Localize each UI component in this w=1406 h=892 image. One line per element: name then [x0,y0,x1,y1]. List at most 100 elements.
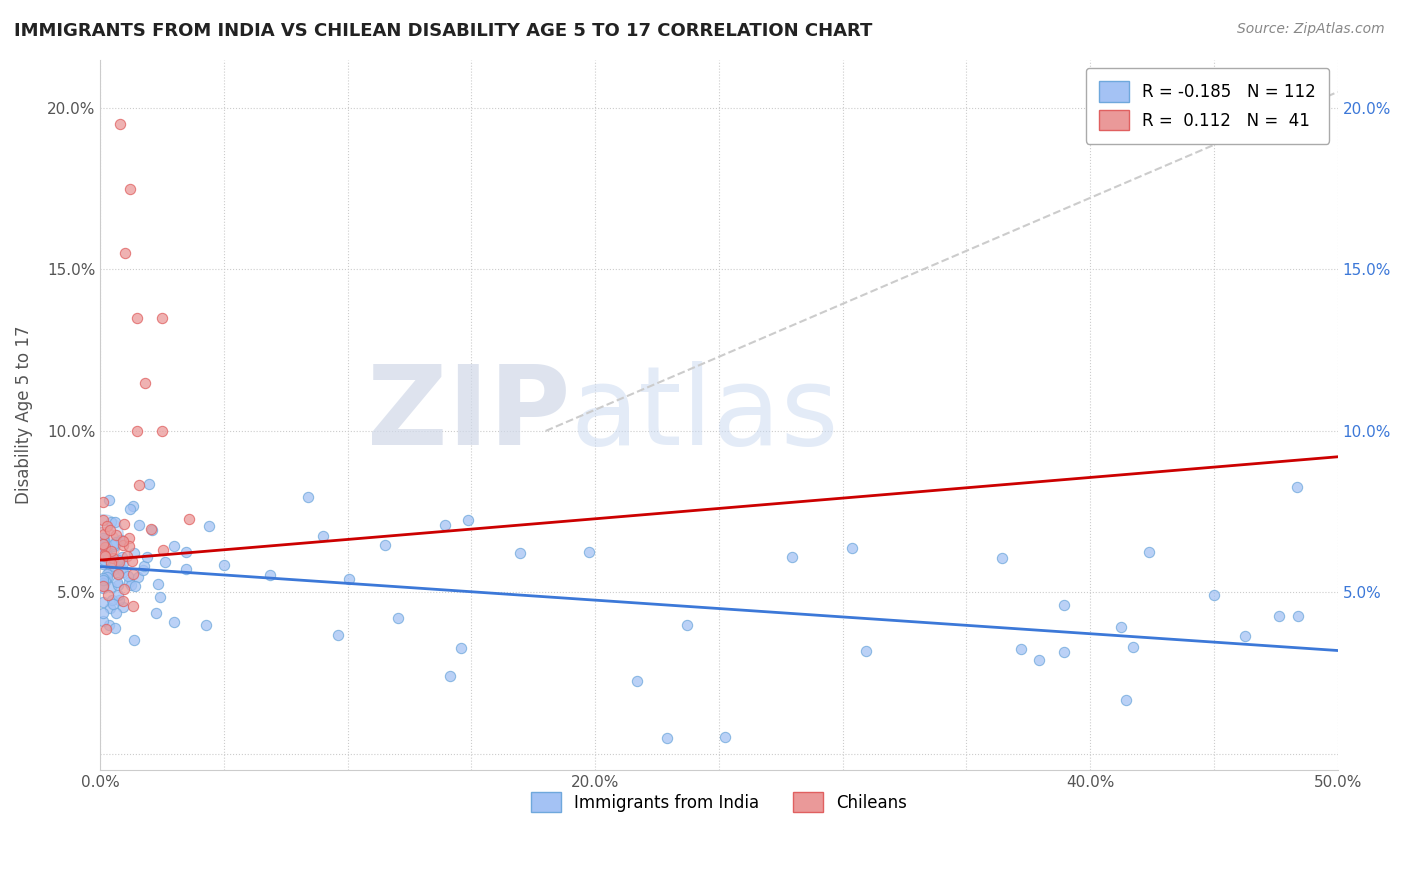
Point [100,580,122,594]
Point [1109,619,1132,633]
Point [676,618,699,632]
Point [195,617,218,632]
Point [91,527,114,541]
Point [94,573,117,587]
Point [655,731,678,745]
Point [96,622,118,636]
Point [139,522,162,536]
Y-axis label: Disability Age 5 to 17: Disability Age 5 to 17 [15,326,32,504]
Point [91,543,114,558]
Point [434,518,457,533]
Legend: Immigrants from India, Chileans: Immigrants from India, Chileans [517,779,921,826]
Point [94,540,117,554]
Point [124,579,146,593]
Point [149,590,172,604]
Point [626,674,648,689]
Point [96,549,118,564]
Point [141,523,163,537]
Point [91,531,114,545]
Point [855,644,877,658]
Point [91,513,114,527]
Point [93,574,115,588]
Point [176,562,198,576]
Point [96,567,118,582]
Point [120,577,142,591]
Point [94,549,117,564]
Point [98,565,121,579]
Point [118,574,141,589]
Point [1285,480,1308,494]
Point [132,559,155,574]
Point [96,541,118,555]
Point [97,588,120,602]
Point [179,512,201,526]
Text: ZIP: ZIP [367,361,571,468]
Point [127,424,149,438]
Point [93,533,115,547]
Point [107,588,129,602]
Point [91,540,114,554]
Point [1268,609,1291,624]
Point [121,554,143,568]
Point [108,556,131,570]
Point [841,541,863,555]
Point [91,582,114,596]
Point [1137,544,1160,558]
Point [107,567,129,582]
Point [98,524,121,538]
Point [100,543,122,558]
Text: IMMIGRANTS FROM INDIA VS CHILEAN DISABILITY AGE 5 TO 17 CORRELATION CHART: IMMIGRANTS FROM INDIA VS CHILEAN DISABIL… [14,22,873,40]
Point [1115,693,1137,707]
Point [103,563,125,577]
Point [374,538,396,552]
Point [1286,608,1309,623]
Point [91,557,114,571]
Point [134,376,156,390]
Point [128,518,150,533]
Point [148,576,170,591]
Point [91,537,114,551]
Point [93,549,115,564]
Point [114,246,136,260]
Point [163,539,186,553]
Point [152,543,174,558]
Point [326,628,349,642]
Point [991,550,1014,565]
Point [104,535,127,549]
Point [150,424,173,438]
Point [135,550,157,565]
Point [118,182,141,196]
Point [1053,644,1076,658]
Point [110,561,132,575]
Point [96,570,118,584]
Point [1204,588,1226,602]
Point [91,614,114,628]
Point [780,549,803,564]
Point [94,547,117,561]
Point [297,490,319,504]
Point [96,518,118,533]
Point [100,551,122,566]
Point [1052,599,1074,613]
Point [107,567,129,582]
Point [118,531,141,545]
Point [91,495,114,509]
Point [212,558,235,573]
Point [98,493,121,508]
Point [122,599,145,613]
Point [93,526,115,541]
Point [91,571,114,585]
Point [105,528,128,542]
Point [91,578,114,592]
Point [150,310,173,325]
Text: Source: ZipAtlas.com: Source: ZipAtlas.com [1237,22,1385,37]
Point [578,545,600,559]
Point [91,578,114,592]
Point [112,593,135,607]
Point [1234,629,1257,643]
Point [104,621,127,635]
Point [107,593,129,607]
Point [107,578,129,592]
Point [110,533,132,548]
Point [100,515,122,529]
